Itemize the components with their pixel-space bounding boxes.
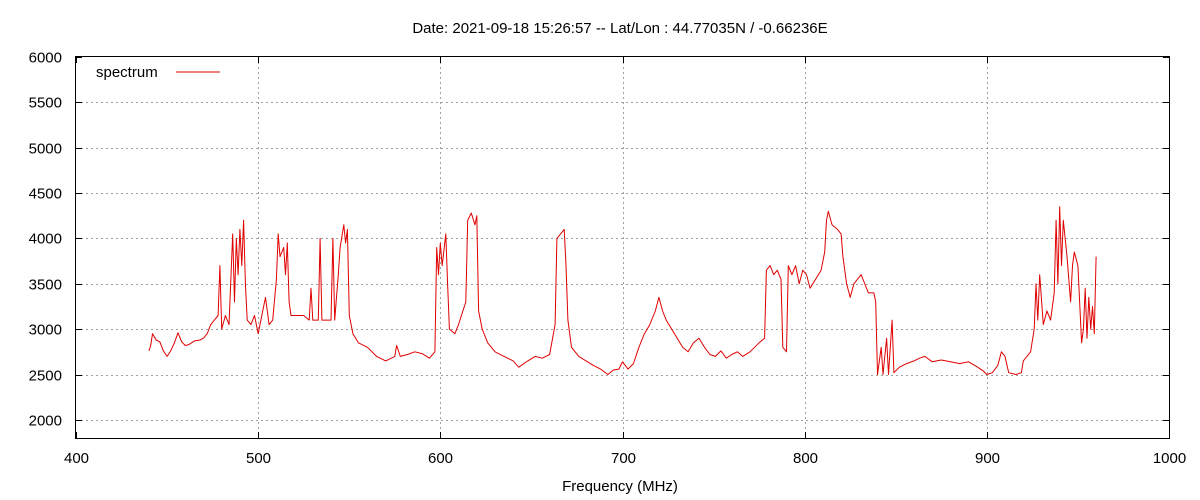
x-tick-label: 600 xyxy=(428,450,453,467)
series-line-spectrum xyxy=(148,206,1097,375)
y-tick-label: 3000 xyxy=(29,322,62,339)
y-tick-label: 3500 xyxy=(29,277,62,294)
x-tick-label: 400 xyxy=(64,450,89,467)
series-layer xyxy=(148,206,1097,375)
x-tick-label: 500 xyxy=(246,450,271,467)
y-tick-label: 4000 xyxy=(29,231,62,248)
x-tick-label: 800 xyxy=(793,450,818,467)
y-tick-label: 2000 xyxy=(29,413,62,430)
y-tick-label: 2500 xyxy=(29,368,62,385)
y-tick-label: 4500 xyxy=(29,186,62,203)
chart-title: Date: 2021-09-18 15:26:57 -- Lat/Lon : 4… xyxy=(412,20,827,37)
x-tick-label: 900 xyxy=(975,450,1000,467)
x-tick-label: 1000 xyxy=(1153,450,1186,467)
grid xyxy=(76,57,1169,438)
x-axis-label: Frequency (MHz) xyxy=(562,478,678,495)
plot-frame xyxy=(75,56,1170,439)
y-tick-label: 6000 xyxy=(29,50,62,67)
y-tick-label: 5000 xyxy=(29,141,62,158)
legend: spectrum xyxy=(96,64,220,81)
axis-ticks: 400 500 600 700 800 900 1000 2000 2500 3000 3500 40… xyxy=(29,50,1187,468)
y-tick-label: 5500 xyxy=(29,95,62,112)
x-tick-label: 700 xyxy=(611,450,636,467)
legend-label: spectrum xyxy=(96,64,158,81)
